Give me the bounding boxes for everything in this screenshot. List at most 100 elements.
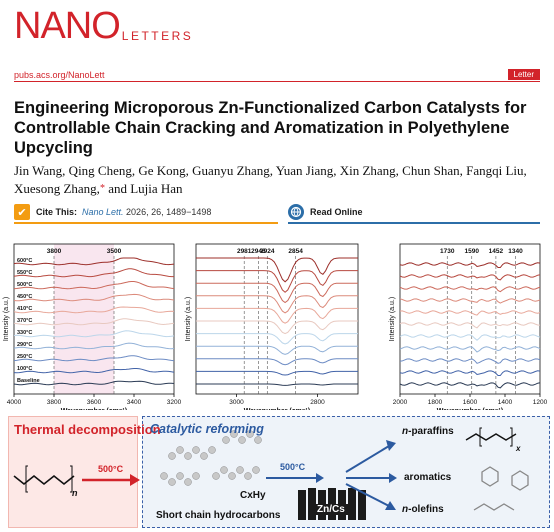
- y-axis-label: Intensity (a.u.): [3, 297, 10, 341]
- logo-sub-text: LETTERS: [121, 29, 194, 43]
- spectrum-line-2-1: [399, 370, 541, 376]
- product-arrow-head-3: [385, 501, 396, 510]
- spectrum-line-0-10: [13, 257, 175, 266]
- checkmark-icon: ✔: [14, 204, 30, 220]
- authors-text: Jin Wang, Qing Cheng, Ge Kong, Guanyu Zh…: [14, 163, 527, 196]
- x-axis-label: Wavenumber (cm⁻¹): [61, 408, 127, 410]
- peak-marker-label: 3800: [47, 248, 62, 255]
- author-list: Jin Wang, Qing Cheng, Ge Kong, Guanyu Zh…: [14, 162, 544, 198]
- peak-marker-label: 1730: [440, 248, 455, 255]
- spectrum-line-2-4: [399, 334, 541, 341]
- spectrum-line-1-10: [196, 257, 358, 283]
- short-chain-label: Short chain hydrocarbons: [156, 510, 281, 521]
- cite-label: Cite This:: [36, 207, 78, 217]
- olefins-label: n-olefins: [402, 504, 444, 515]
- spectrum-line-0-9: [13, 268, 174, 278]
- series-label: 550°C: [17, 270, 32, 276]
- series-label: 250°C: [17, 354, 32, 360]
- spectrum-line-0-7: [13, 293, 175, 302]
- spectrum-line-2-3: [399, 346, 541, 353]
- paraffins-prefix: n: [402, 426, 409, 437]
- spectrum-line-2-8: [399, 286, 541, 293]
- spectrum-line-2-5: [399, 322, 541, 329]
- spectrum-line-0-2: [13, 355, 175, 362]
- article-title: Engineering Microporous Zn-Functionalize…: [14, 99, 527, 157]
- paraffin-bracket: [479, 427, 513, 447]
- reforming-arrow-head: [316, 473, 324, 483]
- journal-logo[interactable]: NANO LETTERS: [14, 6, 193, 46]
- x-tick-label: 1600: [463, 399, 478, 406]
- polyethylene-chain: [13, 474, 75, 486]
- x-tick-label: 3400: [127, 399, 142, 406]
- article-type-badge: Letter: [507, 69, 540, 80]
- journal-url-link[interactable]: pubs.acs.org/NanoLett: [14, 70, 105, 80]
- chain-bracket-left: [25, 465, 28, 493]
- olefin-molecule: [473, 503, 515, 511]
- series-label: 450°C: [17, 294, 32, 300]
- read-online-button[interactable]: Read Online: [288, 202, 540, 224]
- spectrum-line-1-8: [196, 282, 358, 304]
- peak-marker-label: 2924: [260, 248, 275, 255]
- globe-icon: [288, 204, 304, 220]
- spectrum-line-1-7: [196, 295, 358, 314]
- olefins-text: -olefins: [408, 504, 444, 515]
- spectra-svg: Intensity (a.u.) 4000 3800 3600 3400 3200 Wave…: [3, 243, 548, 415]
- peak-marker-label: 1340: [508, 248, 523, 255]
- read-online-label: Read Online: [310, 207, 363, 217]
- x-tick-label: 2000: [393, 399, 408, 406]
- spectrum-line-1-2: [196, 358, 358, 366]
- paraffins-text: -paraffins: [408, 426, 454, 437]
- series-label: 500°C: [17, 282, 32, 288]
- aromatic-ring-2: [511, 470, 529, 491]
- spectrum-line-0-0: [13, 380, 175, 386]
- thermal-temperature: 500°C: [98, 464, 124, 474]
- olefins-prefix: n: [402, 504, 409, 515]
- spectrum-line-2-2: [399, 358, 541, 364]
- spectrum-line-1-6: [196, 307, 358, 324]
- peak-marker-label: 2981: [237, 248, 252, 255]
- header-divider: [14, 81, 540, 82]
- plot-frame: [195, 243, 359, 395]
- product-arrow-olefins: [345, 483, 390, 507]
- thermal-arrow-head: [130, 474, 140, 486]
- spectrum-line-2-0: [399, 382, 541, 389]
- spectrum-line-2-7: [399, 298, 541, 304]
- series-label: 600°C: [17, 258, 32, 264]
- highlight-region: [54, 244, 114, 394]
- authors-last: and Lujia Han: [104, 181, 183, 196]
- series-label: 370°C: [17, 318, 32, 324]
- peak-marker-label: 1452: [489, 248, 504, 255]
- x-tick-label: 2800: [310, 399, 325, 406]
- spectrum-line-1-5: [196, 320, 358, 335]
- y-axis-label: Intensity (a.u.): [185, 297, 192, 341]
- paraffins-label: n-paraffins: [402, 426, 454, 437]
- spectrum-line-1-1: [196, 370, 358, 376]
- x-tick-label: 1800: [428, 399, 443, 406]
- spectrum-line-0-4: [13, 330, 175, 338]
- corresponding-author-mark[interactable]: *: [99, 183, 105, 194]
- cite-this-button[interactable]: ✔ Cite This: Nano Lett. 2026, 26, 1489−1…: [14, 202, 278, 224]
- peak-marker-label: 1590: [465, 248, 480, 255]
- cxhy-label: CxHy: [240, 490, 266, 501]
- x-tick-label: 3600: [87, 399, 102, 406]
- toc-graphic: Thermal decomposition Catalytic reformin…: [4, 416, 550, 528]
- spectrum-line-0-5: [13, 318, 175, 326]
- spectrum-line-2-9: [399, 274, 541, 281]
- catalytic-reforming-title: Catalytic reforming: [150, 422, 264, 436]
- citation-reference: Nano Lett. 2026, 26, 1489−1498: [82, 207, 211, 217]
- paraffin-subscript: x: [516, 444, 521, 453]
- spectrum-line-1-0: [196, 383, 358, 386]
- product-arrow-paraffins: [345, 445, 390, 473]
- spectrum-line-0-1: [13, 368, 175, 374]
- spectrum-line-2-10: [399, 262, 541, 268]
- cite-journal: Nano Lett.: [82, 207, 124, 217]
- cite-volume-pages: 2026, 26, 1489−1498: [123, 207, 212, 217]
- molecule-cluster: [160, 430, 262, 486]
- series-label: 290°C: [17, 342, 32, 348]
- y-axis-label: Intensity (a.u.): [389, 297, 396, 341]
- series-label: 410°C: [17, 306, 32, 312]
- chain-subscript: n: [72, 488, 78, 498]
- x-tick-label: 3200: [167, 399, 182, 406]
- spectrum-line-0-6: [13, 306, 175, 314]
- logo-main-text: NANO: [14, 5, 121, 47]
